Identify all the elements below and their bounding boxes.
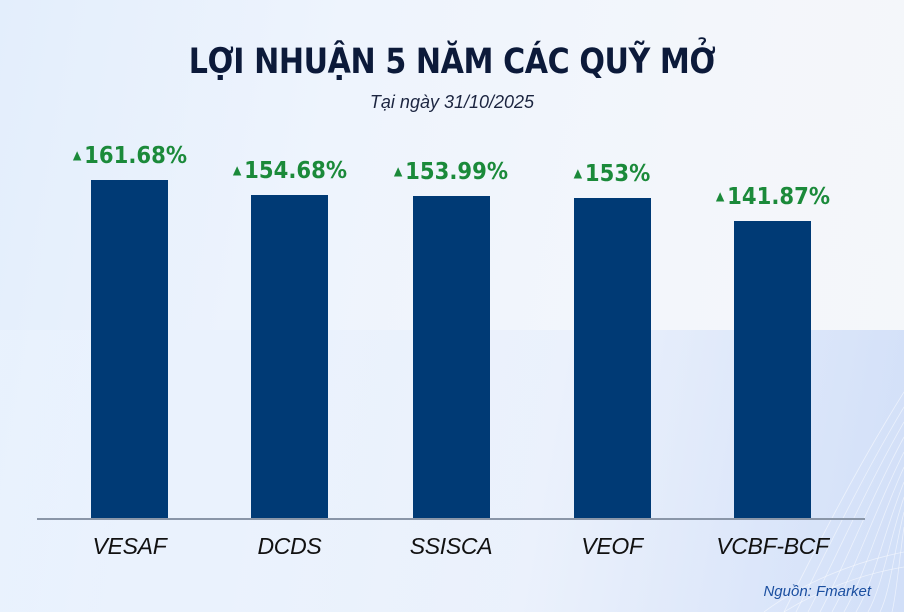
- value-text: 153.99%: [405, 159, 509, 185]
- value-text: 154.68%: [243, 158, 347, 184]
- bar-dcds: [251, 195, 328, 518]
- up-arrow-icon: ▲: [573, 166, 583, 180]
- category-label: VESAF: [92, 533, 167, 559]
- value-label: ▲ 161.68%: [47, 143, 213, 169]
- decorative-lines: [763, 391, 904, 612]
- bar-ssisca: [412, 196, 490, 518]
- value-label: ▲ 153.99%: [368, 159, 534, 185]
- value-text: 161.68%: [83, 143, 187, 169]
- up-arrow-icon: ▲: [393, 164, 403, 178]
- category-label: SSISCA: [409, 533, 493, 559]
- category-label: VCBF-BCF: [716, 533, 829, 559]
- bar-veof: [573, 198, 651, 518]
- value-label: ▲ 154.68%: [207, 158, 373, 184]
- value-text: 141.87%: [726, 184, 830, 210]
- x-axis-line: [37, 518, 865, 520]
- bar-vcbf-bcf: [734, 221, 811, 518]
- chart-subtitle: Tại ngày 31/10/2025: [369, 92, 535, 112]
- value-text: 153%: [584, 161, 651, 187]
- bar-vesaf: [91, 180, 168, 518]
- chart-title: LỢI NHUẬN 5 NĂM CÁC QUỸ MỞ: [188, 42, 716, 82]
- up-arrow-icon: ▲: [715, 189, 724, 203]
- value-label: ▲ 141.87%: [690, 184, 856, 210]
- up-arrow-icon: ▲: [232, 163, 241, 177]
- value-label: ▲ 153%: [529, 161, 695, 187]
- up-arrow-icon: ▲: [72, 148, 81, 162]
- category-label: DCDS: [257, 533, 322, 559]
- category-label: VEOF: [581, 533, 643, 559]
- source-note: Nguồn: Fmarket: [763, 583, 871, 600]
